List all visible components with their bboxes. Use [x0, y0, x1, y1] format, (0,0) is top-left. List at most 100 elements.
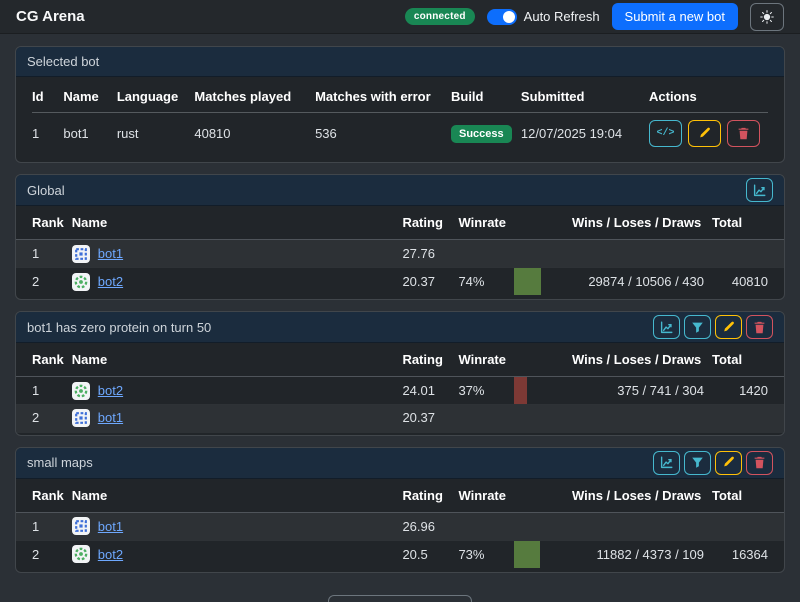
chart-icon	[753, 184, 766, 197]
auto-refresh-toggle[interactable]: Auto Refresh	[487, 9, 600, 25]
bot-name-cell: bot1	[72, 405, 403, 433]
rank-value: 1	[16, 377, 72, 405]
column-header-actions: Actions	[649, 81, 768, 113]
rating-value: 20.5	[402, 540, 458, 570]
column-header-rating: Rating	[402, 479, 458, 513]
wins-loses-draws-value	[572, 512, 712, 540]
leaderboard-panel: Global RankNameRatingWinrateWins / Loses…	[15, 174, 785, 300]
leaderboard-header-row: RankNameRatingWinrateWins / Loses / Draw…	[16, 479, 784, 513]
auto-refresh-label: Auto Refresh	[524, 9, 600, 24]
column-header-rank: Rank	[16, 479, 72, 513]
delete-button[interactable]	[746, 451, 773, 475]
filter-icon	[691, 321, 704, 334]
column-header-matches-with-error: Matches with error	[315, 81, 451, 113]
rank-value: 1	[16, 240, 72, 268]
winrate-bar-cell	[514, 512, 572, 540]
edit-button[interactable]	[715, 451, 742, 475]
build-status-badge: Success	[451, 125, 512, 143]
delete-button[interactable]	[727, 120, 760, 147]
rating-value: 27.76	[402, 240, 458, 268]
bot-name: bot1	[63, 113, 116, 155]
new-leaderboard-button[interactable]: + New leaderboard	[328, 595, 473, 602]
pencil-icon	[722, 456, 735, 469]
submit-new-bot-button[interactable]: Submit a new bot	[612, 3, 738, 30]
chart-icon	[660, 456, 673, 469]
chart-button[interactable]	[653, 315, 680, 339]
leaderboard-title: Global	[27, 183, 65, 198]
column-header-wins-loses-draws: Wins / Loses / Draws	[572, 206, 712, 240]
wins-loses-draws-value: 29874 / 10506 / 430	[572, 268, 712, 298]
toggle-switch-icon[interactable]	[487, 9, 517, 25]
code-button[interactable]: </>	[649, 120, 682, 147]
wins-loses-draws-value: 11882 / 4373 / 109	[572, 540, 712, 570]
bot-link[interactable]: bot2	[98, 383, 123, 398]
bot-link[interactable]: bot1	[98, 519, 123, 534]
winrate-value: 37%	[458, 377, 514, 405]
wins-loses-draws-value: 375 / 741 / 304	[572, 377, 712, 405]
bot-link[interactable]: bot2	[98, 547, 123, 562]
column-header-name: Name	[72, 479, 403, 513]
trash-icon	[753, 321, 766, 334]
total-value: 40810	[712, 268, 784, 298]
filter-icon	[691, 456, 704, 469]
bot-name-cell: bot2	[72, 540, 403, 570]
filter-button[interactable]	[684, 451, 711, 475]
column-header-matches-played: Matches played	[194, 81, 315, 113]
delete-button[interactable]	[746, 315, 773, 339]
bot-submitted: 12/07/2025 19:04	[521, 113, 649, 155]
column-header-name: Name	[63, 81, 116, 113]
winrate-bar-cell	[514, 377, 572, 405]
trash-icon	[737, 127, 750, 140]
rating-value: 24.01	[402, 377, 458, 405]
navbar: CG Arena connected Auto Refresh Submit a…	[0, 0, 800, 34]
edit-button[interactable]	[715, 315, 742, 339]
column-header-winrate: Winrate	[458, 343, 514, 377]
column-header-rank: Rank	[16, 206, 72, 240]
winrate-bar	[514, 377, 527, 404]
leaderboard-header-row: RankNameRatingWinrateWins / Loses / Draw…	[16, 206, 784, 240]
bot-name-cell: bot2	[72, 377, 403, 405]
winrate-value	[458, 512, 514, 540]
edit-button[interactable]	[688, 120, 721, 147]
bot-link[interactable]: bot1	[98, 246, 123, 261]
sun-icon	[760, 10, 774, 24]
leaderboard-row: 2bot220.573%11882 / 4373 / 10916364	[16, 540, 784, 570]
column-header-winrate-bar	[514, 479, 572, 513]
bot-link[interactable]: bot2	[98, 274, 123, 289]
leaderboard-panel: small maps RankNameRatingWinrateWins / L…	[15, 447, 785, 573]
column-header-winrate-bar	[514, 206, 572, 240]
theme-toggle-button[interactable]	[750, 3, 784, 31]
total-value	[712, 240, 784, 268]
selected-bot-header-row: Id Name Language Matches played Matches …	[32, 81, 768, 113]
winrate-value: 74%	[458, 268, 514, 298]
leaderboard-row: 2bot120.37	[16, 405, 784, 433]
bot2-avatar-icon	[72, 273, 90, 291]
column-header-total: Total	[712, 206, 784, 240]
bot-link[interactable]: bot1	[98, 410, 123, 425]
winrate-value	[458, 240, 514, 268]
bot-name-cell: bot2	[72, 268, 403, 298]
column-header-winrate: Winrate	[458, 206, 514, 240]
leaderboard-title: bot1 has zero protein on turn 50	[27, 320, 211, 335]
leaderboard-actions	[653, 451, 773, 475]
rank-value: 2	[16, 268, 72, 298]
column-header-winrate: Winrate	[458, 479, 514, 513]
code-icon: </>	[656, 128, 674, 139]
selected-bot-table: Id Name Language Matches played Matches …	[32, 81, 768, 154]
selected-bot-row: 1 bot1 rust 40810 536 Success 12/07/2025…	[32, 113, 768, 155]
total-value	[712, 512, 784, 540]
chart-button[interactable]	[653, 451, 680, 475]
pencil-icon	[722, 321, 735, 334]
rank-value: 2	[16, 405, 72, 433]
winrate-bar-cell	[514, 540, 572, 570]
chart-button[interactable]	[746, 178, 773, 202]
column-header-wins-loses-draws: Wins / Loses / Draws	[572, 343, 712, 377]
winrate-bar-cell	[514, 405, 572, 433]
leaderboard-actions	[746, 178, 773, 202]
filter-button[interactable]	[684, 315, 711, 339]
winrate-bar	[514, 268, 541, 295]
winrate-value: 73%	[458, 540, 514, 570]
leaderboard-actions	[653, 315, 773, 339]
winrate-bar-cell	[514, 268, 572, 298]
leaderboard-panel: bot1 has zero protein on turn 50 RankNam…	[15, 311, 785, 436]
